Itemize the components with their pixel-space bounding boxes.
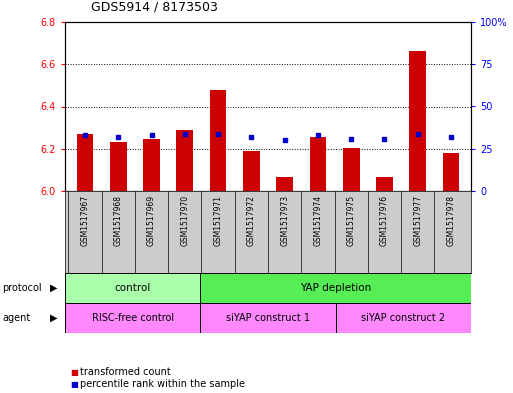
Bar	[110, 142, 127, 191]
Text: siYAP construct 2: siYAP construct 2	[361, 313, 445, 323]
Bar	[310, 137, 326, 191]
Text: GSM1517978: GSM1517978	[446, 195, 456, 246]
Text: GSM1517974: GSM1517974	[313, 195, 322, 246]
Bar	[201, 303, 336, 333]
Text: GSM1517970: GSM1517970	[180, 195, 189, 246]
Text: GSM1517973: GSM1517973	[280, 195, 289, 246]
Text: ▶: ▶	[49, 313, 57, 323]
Bar	[210, 90, 226, 191]
Bar	[76, 134, 93, 191]
Text: GSM1517975: GSM1517975	[347, 195, 356, 246]
Text: GDS5914 / 8173503: GDS5914 / 8173503	[91, 1, 218, 14]
Text: GSM1517972: GSM1517972	[247, 195, 256, 246]
Text: agent: agent	[3, 313, 31, 323]
Text: GSM1517971: GSM1517971	[213, 195, 223, 246]
Text: transformed count: transformed count	[80, 367, 171, 377]
Bar	[176, 130, 193, 191]
Bar	[143, 139, 160, 191]
Bar	[201, 273, 471, 303]
Text: GSM1517976: GSM1517976	[380, 195, 389, 246]
Bar	[343, 148, 360, 191]
Bar	[65, 273, 201, 303]
Text: ■: ■	[70, 380, 78, 389]
Text: percentile rank within the sample: percentile rank within the sample	[80, 379, 245, 389]
Bar	[376, 177, 393, 191]
Text: GSM1517977: GSM1517977	[413, 195, 422, 246]
Text: siYAP construct 1: siYAP construct 1	[226, 313, 310, 323]
Text: GSM1517968: GSM1517968	[114, 195, 123, 246]
Bar	[409, 51, 426, 191]
Bar	[243, 151, 260, 191]
Text: GSM1517967: GSM1517967	[81, 195, 89, 246]
Text: control: control	[114, 283, 151, 293]
Text: ▶: ▶	[49, 283, 57, 293]
Bar	[443, 153, 459, 191]
Text: RISC-free control: RISC-free control	[92, 313, 174, 323]
Text: GSM1517969: GSM1517969	[147, 195, 156, 246]
Text: YAP depletion: YAP depletion	[300, 283, 371, 293]
Bar	[336, 303, 471, 333]
Text: protocol: protocol	[3, 283, 42, 293]
Text: ■: ■	[70, 367, 78, 376]
Bar	[277, 177, 293, 191]
Bar	[65, 303, 201, 333]
